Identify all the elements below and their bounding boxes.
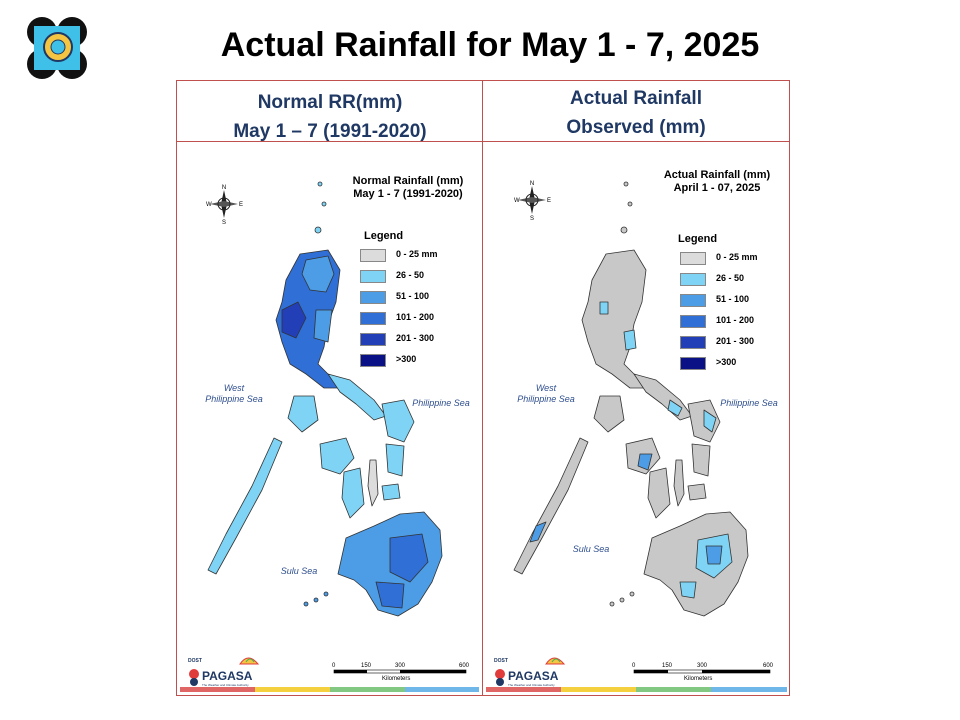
legend-swatch [680, 336, 706, 349]
left-legend-title: Legend [364, 230, 404, 242]
pagasa-logo: DOST PAGASA The Weather and Climate Auth… [492, 650, 572, 688]
legend-label: 201 - 300 [716, 336, 755, 346]
west-philippine-sea-label: West Philippine Sea [192, 383, 276, 405]
west-sea-line1: West [223, 383, 245, 393]
legend-label: 51 - 100 [716, 294, 750, 304]
legend-swatch [680, 252, 706, 265]
right-map-title-line1: Actual Rainfall (mm) [663, 169, 771, 181]
right-map-title: Actual Rainfall (mm) April 1 - 07, 2025 [652, 169, 782, 195]
compass-e: E [547, 198, 551, 204]
philippine-sea-label: Philippine Sea [720, 398, 778, 408]
scale-tick: 0 [332, 663, 336, 669]
scale-tick: 300 [395, 663, 406, 669]
pagasa-logo: DOST PAGASA The Weather and Climate Auth… [186, 650, 266, 688]
legend-swatch [680, 294, 706, 307]
right-legend-title: Legend [678, 233, 718, 245]
left-map-title-line2: May 1 - 7 (1991-2020) [353, 188, 463, 200]
west-sea-line2: Philippine Sea [205, 394, 263, 404]
legend-label: >300 [396, 354, 417, 364]
right-map-title-line2: April 1 - 07, 2025 [673, 182, 761, 194]
left-map-title: Normal Rainfall (mm) May 1 - 7 (1991-202… [346, 175, 470, 201]
legend-label: 26 - 50 [716, 273, 745, 283]
slide-title: Actual Rainfall for May 1 - 7, 2025 [220, 26, 760, 64]
legend-label: 0 - 25 mm [396, 249, 438, 259]
bottom-stripe-blue [711, 687, 787, 692]
maps-frame [176, 80, 790, 696]
frame-horizontal-divider [176, 141, 790, 142]
sulu-sea-label: Sulu Sea [572, 544, 610, 554]
west-sea-line2: Philippine Sea [517, 394, 575, 404]
scale-tick: 300 [697, 663, 708, 669]
scale-bar: 0 150 300 600 Kilometers [330, 662, 470, 686]
pagasa-seal-logo [24, 16, 90, 80]
pagasa-prefix: DOST [494, 658, 508, 664]
scale-tick: 150 [662, 663, 673, 669]
compass-s: S [530, 216, 534, 220]
pagasa-tagline: The Weather and Climate Authority [202, 683, 249, 687]
pagasa-name: PAGASA [508, 669, 559, 683]
north-arrow-compass-icon: N S W E [512, 180, 552, 220]
scale-tick: 0 [632, 663, 636, 669]
right-philippines-map [513, 181, 749, 617]
bottom-stripe-red [180, 687, 255, 692]
right-header-line1: Actual Rainfall [570, 88, 702, 109]
left-header-line2: May 1 – 7 (1991-2020) [233, 121, 427, 142]
scale-unit: Kilometers [684, 676, 713, 682]
bottom-stripe-green [636, 687, 711, 692]
legend-label: 201 - 300 [396, 333, 435, 343]
compass-s: S [222, 220, 226, 224]
legend-swatch [360, 333, 386, 346]
north-arrow-compass-icon: N S W E [204, 184, 244, 224]
pagasa-tagline: The Weather and Climate Authority [508, 683, 555, 687]
compass-w: W [206, 202, 212, 208]
legend-swatch [360, 249, 386, 262]
west-philippine-sea-label: West Philippine Sea [504, 383, 588, 405]
legend-swatch [360, 291, 386, 304]
legend-swatch [360, 312, 386, 325]
legend-swatch [680, 357, 706, 370]
left-panel-header: Normal RR(mm) May 1 – 7 (1991-2020) [178, 88, 482, 146]
bottom-stripe-yellow [255, 687, 330, 692]
philippine-sea-label: Philippine Sea [412, 398, 470, 408]
normal-rainfall-map-panel: N S W E Normal Rainfall (mm) May 1 - 7 (… [178, 142, 482, 694]
left-map-title-line1: Normal Rainfall (mm) [352, 175, 464, 187]
bottom-stripe-green [330, 687, 405, 692]
legend-label: 26 - 50 [396, 270, 425, 280]
right-header-line2: Observed (mm) [566, 117, 706, 138]
scale-tick: 600 [763, 663, 774, 669]
compass-w: W [514, 198, 520, 204]
compass-e: E [239, 202, 243, 208]
left-philippines-map [207, 181, 443, 617]
legend-swatch [680, 315, 706, 328]
sulu-sea-label: Sulu Sea [280, 566, 318, 576]
legend-swatch [680, 273, 706, 286]
legend-label: 0 - 25 mm [716, 252, 758, 262]
legend-swatch [360, 270, 386, 283]
scale-unit: Kilometers [382, 676, 411, 682]
scale-tick: 150 [361, 663, 372, 669]
right-panel-header: Actual Rainfall Observed (mm) [484, 84, 788, 142]
compass-n: N [222, 185, 226, 191]
actual-rainfall-map-panel: N S W E Actual Rainfall (mm) April 1 - 0… [484, 142, 788, 694]
scale-bar: 0 150 300 600 Kilometers [630, 662, 780, 686]
legend-label: 101 - 200 [396, 312, 435, 322]
legend-label: >300 [716, 357, 737, 367]
west-sea-line1: West [535, 383, 557, 393]
frame-vertical-divider [482, 80, 483, 696]
left-header-line1: Normal RR(mm) [257, 92, 403, 113]
pagasa-prefix: DOST [188, 658, 202, 664]
bottom-stripe-blue [405, 687, 479, 692]
legend-swatch [360, 354, 386, 367]
bottom-stripe-yellow [561, 687, 636, 692]
bottom-stripe-red [486, 687, 561, 692]
compass-n: N [530, 181, 534, 187]
legend-label: 51 - 100 [396, 291, 430, 301]
pagasa-name: PAGASA [202, 669, 253, 683]
scale-tick: 600 [459, 663, 470, 669]
legend-label: 101 - 200 [716, 315, 755, 325]
